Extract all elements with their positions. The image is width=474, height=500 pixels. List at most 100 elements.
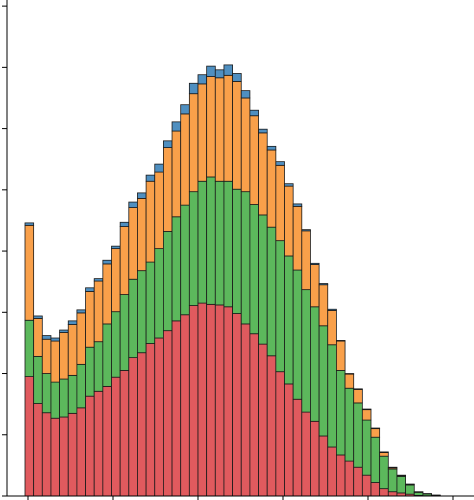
bar-red-7 <box>85 395 95 497</box>
bar-green-24 <box>232 188 242 314</box>
bar-green-9 <box>102 323 112 387</box>
bar-green-42 <box>387 468 398 493</box>
bar-orange-20 <box>197 83 208 182</box>
bar-orange-16 <box>162 147 173 232</box>
bar-red-26 <box>249 333 259 497</box>
bar-blue-12 <box>128 201 138 208</box>
bar-green-12 <box>128 278 138 359</box>
bar-orange-24 <box>232 81 242 190</box>
bar-blue-32 <box>301 229 311 232</box>
bar-orange-39 <box>361 409 372 421</box>
bar-green-10 <box>111 311 121 378</box>
bar-green-20 <box>197 180 208 304</box>
bar-red-19 <box>188 305 199 497</box>
bar-orange-14 <box>145 180 156 263</box>
bar-blue-17 <box>171 121 182 132</box>
bar-green-6 <box>76 363 86 409</box>
bar-red-8 <box>93 390 104 497</box>
bar-green-35 <box>327 344 337 448</box>
bar-orange-17 <box>171 130 182 218</box>
bar-blue-22 <box>214 69 225 79</box>
bar-orange-13 <box>137 197 147 272</box>
bar-green-37 <box>344 387 355 462</box>
bar-blue-4 <box>59 329 69 333</box>
bar-blue-5 <box>67 320 78 325</box>
bar-red-2 <box>41 412 52 497</box>
bar-green-34 <box>318 325 329 437</box>
bar-red-5 <box>67 412 78 497</box>
bar-orange-12 <box>128 207 138 280</box>
bar-blue-37 <box>344 373 355 375</box>
bar-green-7 <box>85 346 95 397</box>
bar-blue-20 <box>197 74 208 85</box>
bar-red-22 <box>214 304 225 497</box>
bar-orange-0 <box>24 224 35 321</box>
bar-blue-2 <box>41 335 52 340</box>
bar-orange-38 <box>353 389 363 404</box>
bar-green-38 <box>353 402 363 468</box>
bar-blue-38 <box>353 388 363 390</box>
bar-blue-42 <box>387 466 398 469</box>
bar-blue-8 <box>93 278 104 282</box>
bar-blue-31 <box>292 203 303 207</box>
bar-red-23 <box>223 306 233 497</box>
bar-orange-2 <box>41 338 52 374</box>
bar-blue-40 <box>370 427 381 430</box>
bar-red-13 <box>137 352 147 497</box>
bar-red-36 <box>335 454 346 497</box>
bar-green-3 <box>50 381 61 419</box>
bar-blue-35 <box>327 308 337 311</box>
bar-green-45 <box>413 491 424 496</box>
bar-blue-41 <box>379 451 389 453</box>
bar-blue-1 <box>33 315 43 319</box>
bar-red-30 <box>284 383 294 497</box>
bar-green-19 <box>188 191 199 306</box>
bar-orange-1 <box>33 318 43 357</box>
bar-layer <box>24 64 441 497</box>
bar-red-17 <box>171 320 182 497</box>
bar-red-18 <box>180 314 190 497</box>
bar-blue-23 <box>223 64 233 76</box>
bar-blue-26 <box>249 109 259 117</box>
bar-orange-30 <box>284 185 294 257</box>
bar-green-13 <box>137 270 147 354</box>
bar-orange-41 <box>379 452 389 457</box>
bar-green-27 <box>258 214 268 345</box>
bar-blue-34 <box>318 283 329 286</box>
bar-orange-37 <box>344 373 355 389</box>
bar-green-21 <box>206 176 216 305</box>
bar-red-27 <box>258 343 268 497</box>
bar-red-29 <box>275 371 285 497</box>
bar-blue-7 <box>85 287 95 292</box>
bar-orange-9 <box>102 263 112 325</box>
bar-blue-14 <box>145 174 156 182</box>
bar-orange-26 <box>249 115 259 205</box>
bar-blue-27 <box>258 128 268 134</box>
bar-green-26 <box>249 204 259 335</box>
bar-orange-29 <box>275 164 285 242</box>
bar-orange-19 <box>188 93 199 193</box>
bar-red-24 <box>232 313 242 497</box>
bar-orange-28 <box>266 149 277 228</box>
bar-green-40 <box>370 436 381 483</box>
bar-green-4 <box>59 378 69 418</box>
bar-orange-33 <box>310 264 320 308</box>
bar-green-39 <box>361 419 372 476</box>
bar-orange-23 <box>223 74 233 182</box>
bar-green-18 <box>180 204 190 316</box>
bar-orange-11 <box>119 226 130 295</box>
bar-red-4 <box>59 416 69 497</box>
bar-red-39 <box>361 474 372 497</box>
bar-orange-18 <box>180 113 190 206</box>
bar-red-15 <box>154 337 164 497</box>
bar-green-44 <box>405 484 415 495</box>
bar-green-1 <box>33 355 43 404</box>
bar-red-33 <box>310 420 320 497</box>
bar-red-37 <box>344 460 355 497</box>
bar-blue-15 <box>154 163 164 173</box>
bar-green-0 <box>24 319 35 378</box>
bar-blue-16 <box>162 140 173 148</box>
bar-red-20 <box>197 302 208 497</box>
bar-green-29 <box>275 240 285 373</box>
